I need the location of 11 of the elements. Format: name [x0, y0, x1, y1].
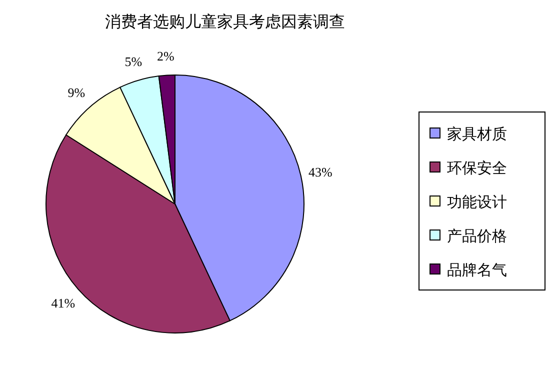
legend-label: 品牌名气 [447, 262, 507, 279]
data-label: 43% [308, 164, 332, 180]
data-label: 9% [68, 85, 86, 100]
data-label: 5% [124, 54, 142, 69]
legend-label: 功能设计 [447, 194, 507, 211]
legend-label: 环保安全 [447, 160, 507, 177]
data-label: 2% [156, 48, 174, 64]
chart-title: 消费者选购儿童家具考虑因素调查 [105, 13, 345, 31]
data-label: 41% [51, 296, 76, 311]
legend-label: 家具材质 [447, 126, 507, 143]
legend-label: 产品价格 [447, 228, 507, 245]
